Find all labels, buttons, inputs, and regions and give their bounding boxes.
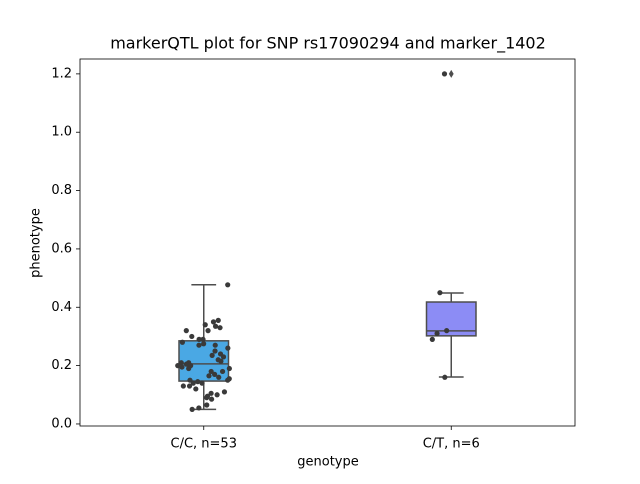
- data-point: [186, 365, 192, 372]
- data-point: [225, 282, 231, 288]
- data-point: [183, 361, 189, 367]
- x-tick-label: C/C, n=53: [171, 437, 237, 452]
- data-point: [208, 368, 214, 375]
- y-axis-label: phenotype: [29, 208, 44, 278]
- data-point: [210, 319, 217, 325]
- data-point: [429, 336, 435, 342]
- data-point: [209, 352, 215, 359]
- data-point: [204, 395, 210, 401]
- data-point: [212, 348, 218, 354]
- data-point: [444, 328, 450, 334]
- data-point: [217, 325, 223, 331]
- data-point: [200, 336, 206, 342]
- data-point: [180, 383, 186, 389]
- data-point: [216, 374, 222, 380]
- y-tick-label: 0.2: [51, 358, 72, 373]
- data-point: [183, 328, 189, 334]
- data-point: [212, 342, 218, 348]
- y-tick-label: 0.4: [51, 300, 72, 315]
- data-point: [179, 364, 185, 370]
- data-point: [202, 322, 208, 328]
- data-point: [204, 402, 210, 408]
- x-axis-label: genotype: [297, 455, 358, 470]
- data-point: [206, 373, 212, 379]
- y-tick-label: 0.0: [51, 416, 72, 431]
- data-point: [196, 342, 202, 348]
- data-point: [195, 379, 201, 385]
- data-point: [225, 345, 231, 351]
- data-point: [175, 363, 181, 369]
- data-point: [205, 328, 211, 334]
- y-tick-label: 0.6: [51, 241, 72, 256]
- x-tick-label: C/T, n=6: [423, 437, 480, 452]
- data-point: [212, 371, 218, 377]
- data-point: [434, 330, 440, 337]
- y-tick-label: 1.0: [51, 125, 72, 140]
- data-point: [220, 354, 227, 360]
- data-point: [196, 405, 202, 411]
- y-tick-label: 1.2: [51, 66, 72, 81]
- data-point: [193, 386, 199, 392]
- data-point: [189, 406, 195, 412]
- data-point: [225, 377, 231, 383]
- data-point: [190, 380, 196, 386]
- data-point: [221, 389, 228, 395]
- plot-frame: [79, 58, 576, 427]
- data-point: [208, 390, 214, 396]
- data-point: [441, 71, 448, 77]
- data-point: [199, 380, 205, 386]
- data-point: [442, 374, 448, 380]
- data-point: [209, 396, 215, 402]
- data-point: [214, 392, 220, 398]
- data-point: [186, 383, 193, 389]
- data-point: [196, 336, 202, 342]
- data-point: [189, 333, 195, 340]
- data-point: [201, 341, 207, 347]
- data-point: [219, 368, 226, 375]
- data-point: [179, 339, 186, 345]
- data-point: [215, 317, 221, 323]
- chart-title: markerQTL plot for SNP rs17090294 and ma…: [110, 34, 546, 54]
- data-point: [178, 360, 184, 366]
- data-point: [212, 323, 219, 329]
- outlier: [448, 69, 454, 78]
- data-point: [226, 365, 232, 372]
- y-tick-label: 0.8: [51, 183, 72, 198]
- data-point: [218, 358, 224, 364]
- data-point: [437, 290, 443, 296]
